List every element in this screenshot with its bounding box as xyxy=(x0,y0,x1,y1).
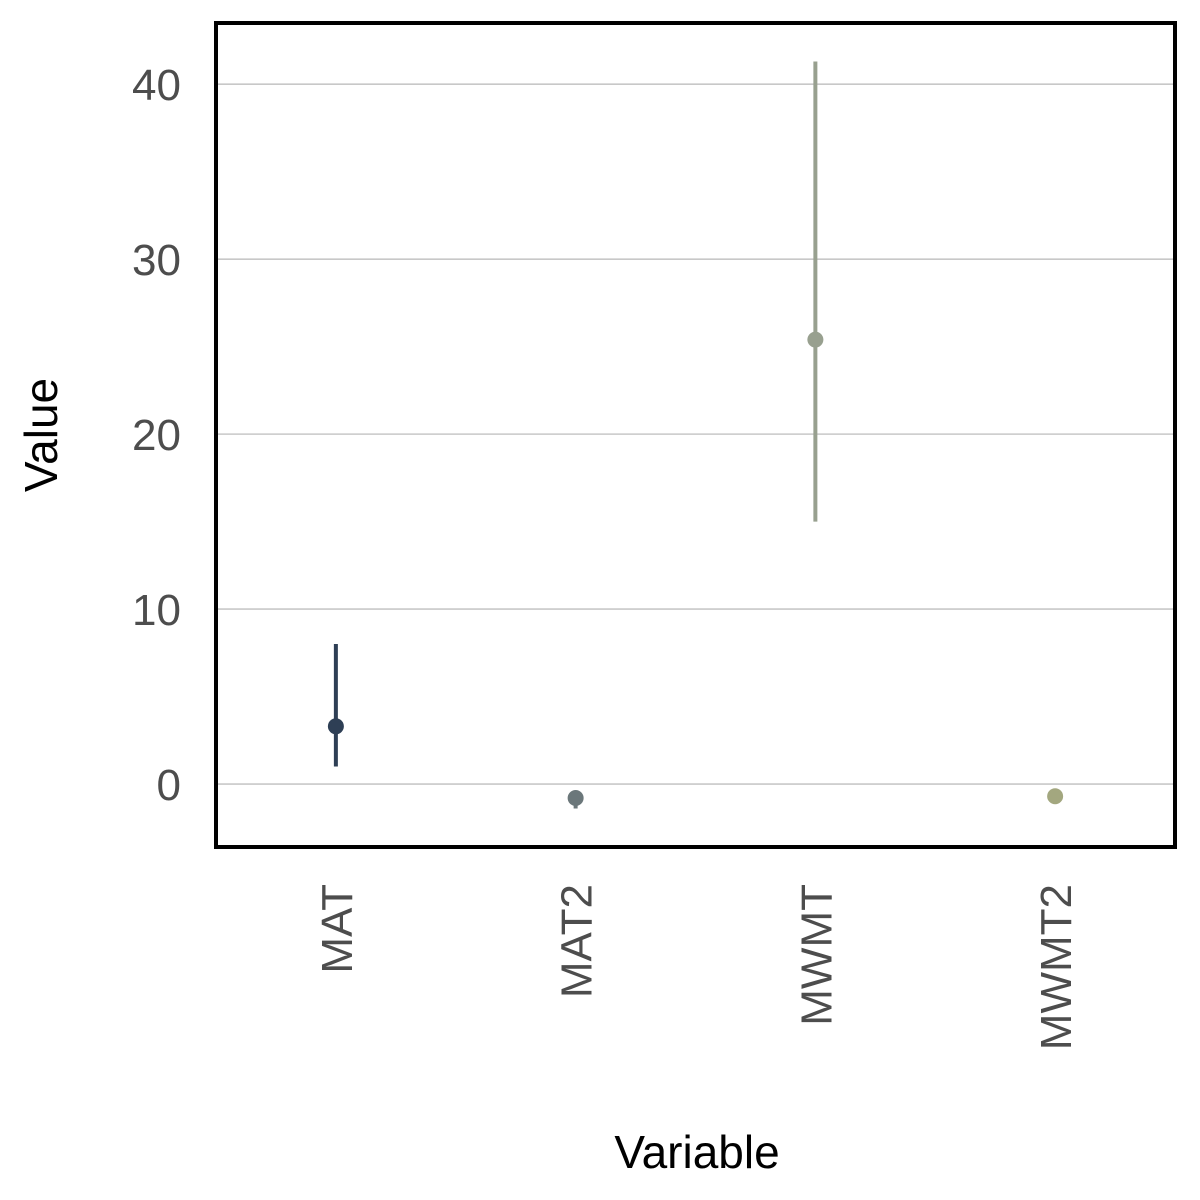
point-mat xyxy=(327,718,344,735)
x-tick-label-mwmt: MWMT xyxy=(792,884,841,1026)
y-tick-label-0: 0 xyxy=(157,761,181,810)
x-tick-label-mwmt2: MWMT2 xyxy=(1032,884,1081,1050)
error-bars xyxy=(333,61,818,809)
x-tick-label-mat: MAT xyxy=(313,884,362,974)
y-tick-labels: 0 10 20 30 40 xyxy=(132,61,181,810)
x-tick-labels: MAT MAT2 MWMT MWMT2 xyxy=(313,884,1081,1050)
point-mwmt xyxy=(807,331,824,348)
y-axis-title: Value xyxy=(15,378,67,492)
x-axis-title: Variable xyxy=(614,1126,779,1178)
x-tick-label-mat2: MAT2 xyxy=(553,884,602,998)
data-points xyxy=(327,331,1064,807)
point-mat2 xyxy=(567,790,584,807)
y-tick-label-30: 30 xyxy=(132,236,181,285)
point-mwmt2 xyxy=(1047,788,1064,805)
y-tick-label-40: 40 xyxy=(132,61,181,110)
y-tick-label-20: 20 xyxy=(132,411,181,460)
y-tick-label-10: 10 xyxy=(132,586,181,635)
plot-panel-border xyxy=(214,21,1177,849)
gridlines xyxy=(216,83,1175,785)
